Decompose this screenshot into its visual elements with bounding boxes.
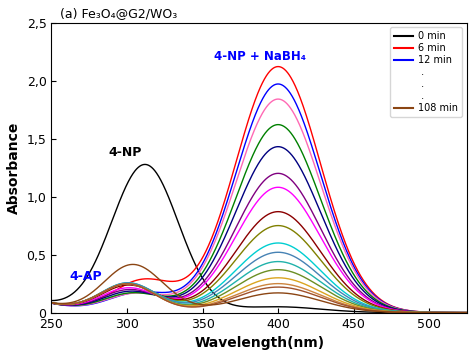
Text: 4-NP + NaBH₄: 4-NP + NaBH₄ [214, 50, 306, 62]
X-axis label: Wavelength(nm): Wavelength(nm) [194, 336, 324, 350]
Text: (a) Fe₃O₄@G2/WO₃: (a) Fe₃O₄@G2/WO₃ [60, 7, 177, 20]
Legend: 0 min, 6 min, 12 min,  .,  .,  ., 108 min: 0 min, 6 min, 12 min, ., ., ., 108 min [390, 27, 462, 117]
Y-axis label: Absorbance: Absorbance [7, 121, 21, 214]
Text: 4-NP: 4-NP [109, 146, 142, 159]
Text: 4-AP: 4-AP [70, 270, 102, 283]
